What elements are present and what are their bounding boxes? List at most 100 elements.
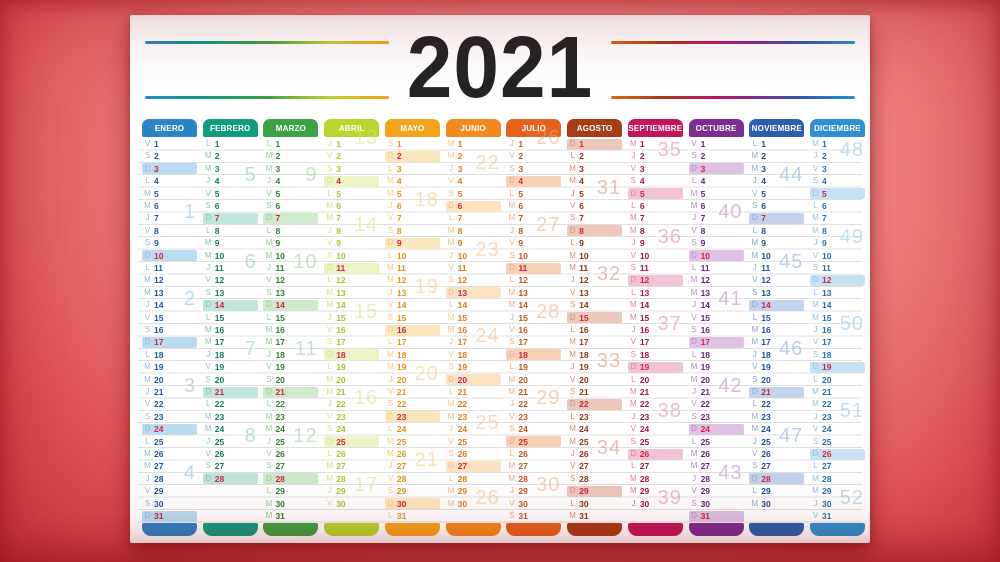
day-number: 8 — [336, 225, 341, 236]
day-cell: M 27 — [142, 460, 197, 472]
day-cell: M 19 — [689, 361, 744, 373]
day-number: 16 — [154, 325, 164, 335]
day-number: 11 — [275, 263, 285, 273]
day-number: 5 — [336, 188, 341, 199]
day-letter: L — [813, 461, 818, 471]
month-column-marzo: MARZO L 1 M 2 M 3 J 4 V 5 S 6 D 7 L 8 M 9 M 10 J 11 V 12 S 13 D 14 L 1… — [263, 119, 319, 536]
sunday-band — [324, 175, 380, 187]
day-letter: J — [692, 213, 697, 223]
day-number: 8 — [700, 225, 706, 236]
day-letter: S — [691, 411, 697, 421]
day-number: 27 — [154, 461, 164, 472]
day-number: 8 — [396, 225, 402, 236]
day-number: 18 — [639, 349, 650, 360]
day-cell: M 23 — [203, 411, 258, 423]
day-cell: S 16 — [142, 324, 197, 336]
day-cell: V 30 — [506, 498, 561, 510]
day-number: 7 — [154, 213, 159, 224]
day-letter: S — [327, 250, 333, 260]
day-cell: V 28 — [385, 473, 440, 485]
day-letter: J — [449, 424, 454, 434]
accent-line-top-right — [611, 41, 855, 44]
day-number: 25 — [639, 436, 650, 447]
month-column-enero: ENERO V 1 S 2 D 3 L 4 M 5 M 6 J 7 V 8 S 9 D 10 L 11 M 12 M 13 J 14 V 1… — [142, 119, 197, 536]
sunday-band — [445, 460, 501, 472]
day-cell: L 27 — [628, 460, 683, 472]
day-cell: V 12 — [203, 274, 258, 286]
day-letter: L — [388, 163, 393, 173]
day-number: 5 — [639, 188, 645, 199]
sunday-band — [324, 262, 380, 274]
day-cell: D 19 — [810, 361, 866, 373]
day-letter: M — [569, 349, 576, 359]
day-letter: D — [751, 213, 758, 223]
day-number: 24 — [518, 424, 528, 435]
day-letter: M — [387, 263, 394, 272]
day-letter: J — [631, 325, 636, 334]
day-letter: J — [388, 461, 393, 471]
day-letter: V — [752, 362, 758, 372]
day-number: 25 — [396, 436, 407, 447]
day-number: 16 — [639, 325, 650, 335]
month-column-agosto: AGOSTO D 1 L 2 M 3 M 4 J 5 V 6 S 7 D 8 L 9 M 10 M 11 J 12 V 13 S 14 D… — [567, 119, 623, 536]
day-number: 10 — [700, 250, 711, 261]
sunday-band — [749, 473, 805, 485]
day-letter: M — [387, 176, 394, 186]
day-letter: L — [570, 498, 575, 508]
day-letter: D — [630, 188, 637, 198]
day-cell: J 28 — [689, 473, 744, 485]
day-number: 25 — [700, 436, 711, 447]
day-cell: M 29 — [810, 485, 865, 497]
day-number: 13 — [822, 287, 832, 298]
day-cell: D 25 — [324, 436, 380, 448]
week-number: 48 — [839, 139, 865, 162]
month-tab: DICIEMBRE — [810, 119, 866, 137]
day-number: 3 — [761, 163, 767, 174]
day-letter: M — [569, 263, 576, 272]
day-number: 17 — [761, 337, 771, 348]
day-cell: L 13 — [810, 287, 865, 299]
day-cell: D 20 — [445, 374, 501, 386]
day-number: 16 — [396, 325, 407, 335]
day-letter: J — [570, 188, 575, 198]
day-letter: M — [447, 139, 455, 148]
day-cell: M 25 — [567, 436, 622, 448]
day-letter: D — [448, 461, 455, 471]
day-number: 2 — [336, 151, 341, 162]
week-number: 17 — [353, 474, 379, 497]
day-number: 10 — [336, 250, 346, 261]
day-number: 23 — [336, 411, 346, 422]
day-cell: S 18 — [628, 349, 683, 361]
day-cell: L 20 — [628, 374, 683, 386]
day-number: 15 — [639, 312, 650, 323]
day-cell: V 17 — [628, 336, 683, 348]
week-number: 28 — [536, 300, 561, 323]
day-cell: L 17 — [385, 336, 440, 348]
day-letter: M — [508, 461, 516, 471]
day-cell: J 23 — [628, 411, 683, 423]
day-number: 8 — [275, 225, 281, 236]
week-number: 14 — [353, 213, 379, 236]
week-number: 8 — [244, 424, 257, 447]
day-cell: M 17 — [567, 336, 622, 348]
day-cell: S 26 — [446, 448, 501, 460]
day-number: 14 — [518, 300, 528, 311]
day-cell: M 19 — [385, 361, 440, 373]
day-letter: L — [752, 399, 758, 409]
day-number: 14 — [700, 300, 711, 311]
sunday-band — [627, 361, 683, 373]
day-cell: L 24 — [385, 423, 440, 435]
day-number: 13 — [579, 287, 589, 298]
day-number: 24 — [154, 424, 164, 435]
day-letter: M — [326, 387, 334, 396]
day-letter: M — [326, 213, 334, 223]
day-letter: S — [630, 436, 636, 446]
day-cell: D 21 — [263, 386, 319, 398]
month-tab: JULIO — [506, 119, 562, 137]
